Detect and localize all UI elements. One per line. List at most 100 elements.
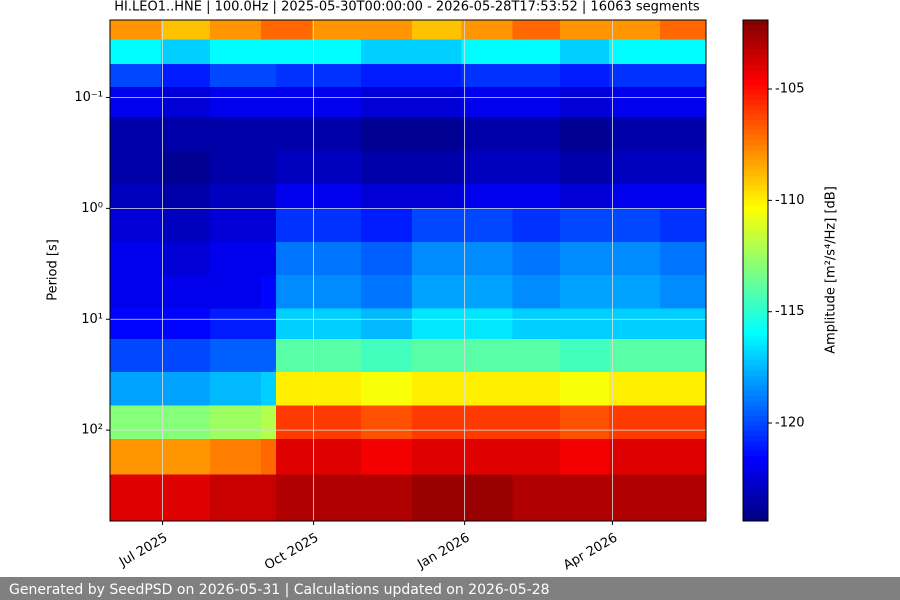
heatmap-cell	[461, 208, 513, 243]
heatmap-cell	[559, 117, 610, 151]
heatmap-cell	[275, 117, 313, 151]
colorbar-segment	[743, 365, 768, 372]
heatmap-cell	[559, 474, 610, 522]
heatmap-cell	[609, 338, 661, 373]
heatmap-cell	[261, 438, 277, 475]
heatmap-cell	[210, 372, 262, 407]
heatmap-cell	[512, 438, 561, 475]
heatmap-cell	[261, 338, 277, 373]
heatmap-cell	[275, 150, 313, 185]
heatmap-cell	[461, 438, 513, 475]
colorbar-segment	[743, 250, 768, 257]
colorbar-segment	[743, 395, 768, 402]
heatmap-cell	[160, 183, 211, 209]
heatmap-cell	[261, 275, 277, 310]
colorbar-segment	[743, 310, 768, 317]
colorbar-segment	[743, 375, 768, 382]
colorbar-segment	[743, 105, 768, 111]
colorbar-segment	[743, 385, 768, 392]
colorbar-segment	[743, 45, 768, 51]
heatmap-cell	[609, 275, 661, 310]
heatmap-cell	[609, 208, 661, 243]
heatmap-cell	[361, 117, 413, 151]
colorbar-segment	[743, 280, 768, 287]
heatmap-cell	[210, 150, 262, 185]
colorbar-segment	[743, 135, 768, 141]
heatmap-cell	[559, 405, 610, 440]
heatmap-cell	[512, 275, 561, 310]
heatmap-cell	[660, 117, 707, 151]
heatmap-cell	[210, 338, 262, 373]
colorbar-segment	[743, 200, 768, 206]
heatmap-cell	[311, 86, 362, 118]
heatmap-cell	[160, 474, 211, 522]
heatmap-cell	[261, 183, 277, 209]
colorbar-segment	[743, 415, 768, 422]
heatmap-cell	[110, 39, 162, 65]
heatmap-cell	[275, 308, 313, 340]
heatmap-cell	[609, 241, 661, 276]
colorbar-segment	[743, 265, 768, 272]
colorbar-segment	[743, 300, 768, 307]
colorbar-segment	[743, 145, 768, 151]
heatmap-cell	[361, 20, 413, 41]
heatmap-cell	[461, 117, 513, 151]
colorbar-segment	[743, 495, 768, 502]
colorbar-segment	[743, 360, 768, 367]
colorbar-segment	[743, 335, 768, 342]
heatmap-cell	[461, 372, 513, 407]
colorbar-segment	[743, 450, 768, 457]
heatmap-cell	[660, 275, 707, 310]
heatmap-cell	[275, 208, 313, 243]
heatmap-cell	[160, 20, 211, 41]
heatmap-cell	[275, 86, 313, 118]
colorbar-segment	[743, 500, 768, 507]
colorbar-segment	[743, 175, 768, 181]
y-tick-label: 10⁰	[81, 201, 103, 216]
colorbar-segment	[743, 120, 768, 126]
heatmap-cell	[512, 117, 561, 151]
colorbar-segment	[743, 410, 768, 417]
colorbar-segment	[743, 245, 768, 252]
heatmap-cell	[512, 338, 561, 373]
heatmap-cell	[609, 150, 661, 185]
heatmap-cell	[361, 183, 413, 209]
colorbar-segment	[743, 340, 768, 347]
colorbar-segment	[743, 320, 768, 327]
colorbar-tick-label: -110	[775, 193, 805, 208]
colorbar-segment	[743, 85, 768, 91]
heatmap-cell	[559, 308, 610, 340]
heatmap-cell	[512, 241, 561, 276]
colorbar-segment	[743, 480, 768, 487]
heatmap-cell	[361, 64, 413, 88]
heatmap-cell	[275, 405, 313, 440]
colorbar-segment	[743, 430, 768, 437]
heatmap-cell	[512, 474, 561, 522]
heatmap-cell	[361, 438, 413, 475]
colorbar-segment	[743, 255, 768, 262]
heatmap-cell	[110, 64, 162, 88]
plot-frame	[109, 19, 707, 522]
heatmap-cell	[609, 308, 661, 340]
colorbar-segment	[743, 475, 768, 482]
colorbar-segment	[743, 220, 768, 227]
heatmap-cell	[160, 208, 211, 243]
heatmap-cell	[559, 275, 610, 310]
colorbar-segment	[743, 295, 768, 302]
heatmap-cell	[110, 438, 162, 475]
heatmap-cell	[412, 117, 462, 151]
heatmap-cell	[609, 474, 661, 522]
heatmap-cell	[261, 150, 277, 185]
colorbar-segment	[743, 515, 768, 522]
colorbar-segment	[743, 235, 768, 242]
colorbar-segment	[743, 155, 768, 161]
heatmap-cell	[311, 150, 362, 185]
heatmap-cell	[609, 372, 661, 407]
heatmap-cell	[412, 438, 462, 475]
colorbar-segment	[743, 425, 768, 432]
colorbar-segment	[743, 350, 768, 357]
colorbar-segment	[743, 20, 768, 26]
heatmap-cell	[361, 308, 413, 340]
colorbar-segment	[743, 225, 768, 232]
heatmap-cell	[512, 20, 561, 41]
